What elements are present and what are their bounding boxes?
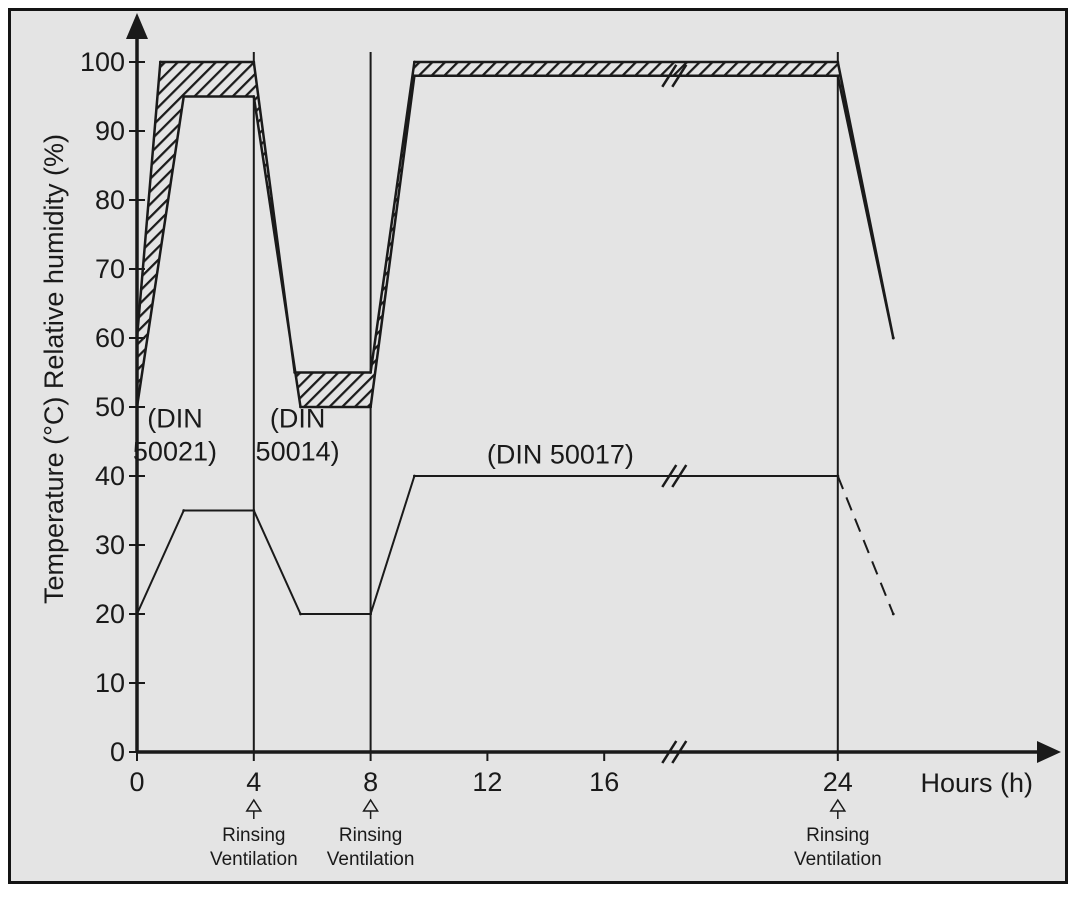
rinsing-ventilation-label: Rinsing [222,825,285,846]
humidity-upper-point [836,60,840,64]
humidity-lower-point [836,74,840,78]
humidity-upper-point [413,60,416,64]
rinsing-arrow-icon [362,798,379,812]
x-tick-label: 12 [472,767,502,797]
humidity-lower-point [891,336,895,340]
rinsing-ventilation-label: Ventilation [327,849,415,870]
humidity-upper-point [252,60,256,64]
y-tick-label: 30 [95,530,125,560]
axis-break-mark [661,464,678,488]
rinsing-ventilation-label: Rinsing [806,825,869,846]
humidity-lower-point [252,95,256,98]
temperature-point [369,612,372,616]
axis-break-mark [671,64,688,88]
rinsing-arrow-icon [245,798,263,812]
y-tick-label: 80 [95,185,125,215]
axis-break-mark [671,740,688,764]
y-tick-label: 90 [95,116,125,146]
humidity-lower-point [182,95,186,98]
axis-break-mark [661,740,678,764]
din-standard-label: (DIN [147,404,203,434]
din-standard-label: 50021) [133,437,217,467]
x-tick-label: 0 [129,767,144,797]
temperature-line-dashed [836,475,895,615]
din-standard-label: 50014) [256,437,340,467]
humidity-upper-point [369,371,372,374]
humidity-lower-point [299,405,302,409]
axis-break-mark [661,64,678,88]
din-standard-label: (DIN 50017) [487,440,634,470]
temperature-point [836,474,840,478]
rinsing-ventilation-label: Ventilation [794,849,882,870]
y-tick-label: 20 [95,599,125,629]
x-tick-label: 16 [589,767,619,797]
temperature-point [299,612,302,616]
rinsing-arrow-icon [829,798,847,812]
chart-frame: 0 10 20 30 40 50 60 70 80 90 100 0 4 8 12 16 24 Temperat… [8,8,1068,884]
y-tick-label: 40 [95,461,125,491]
x-axis-arrowhead [1037,741,1061,763]
temperature-point [413,474,416,478]
y-tick-label: 70 [95,254,125,284]
humidity-upper-point [293,371,297,374]
temperature-point [182,509,186,512]
axis-break-mark [671,464,688,488]
temperature-point [891,612,895,616]
y-tick-label: 50 [95,392,125,422]
humidity-lower-point [369,405,372,409]
temperature-line [136,475,838,615]
y-axis-arrowhead [126,13,148,39]
x-tick-label: 24 [823,767,853,797]
din-standard-label: (DIN [270,404,326,434]
humidity-band [135,60,895,409]
temperature-point [252,509,256,512]
rinsing-ventilation-label: Rinsing [339,825,402,846]
y-tick-label: 0 [110,737,125,767]
x-tick-label: 8 [363,767,378,797]
x-axis-label: Hours (h) [920,768,1033,798]
rinsing-ventilation-label: Ventilation [210,849,298,870]
y-axis-label: Temperature (°C) Relative humidity (%) [39,134,69,604]
humidity-lower-point [413,74,416,78]
humidity-upper-point [158,60,162,64]
y-tick-label: 10 [95,668,125,698]
x-tick-label: 4 [246,767,261,797]
y-tick-label: 100 [80,47,125,77]
chart-svg: 0 10 20 30 40 50 60 70 80 90 100 0 4 8 12 16 24 Temperat… [39,13,1061,870]
y-tick-label: 60 [95,323,125,353]
